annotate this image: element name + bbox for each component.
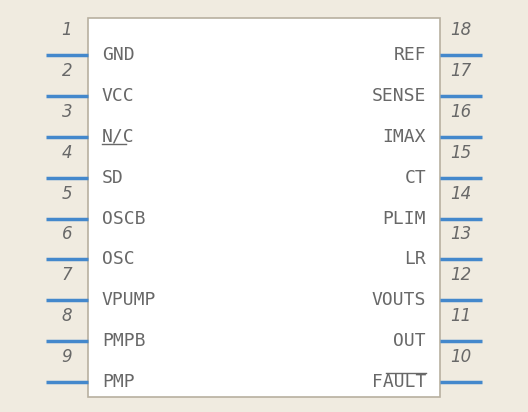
Text: 7: 7 [62,266,72,284]
Text: 6: 6 [62,225,72,243]
Text: 4: 4 [62,144,72,162]
Text: 15: 15 [450,144,472,162]
Text: PMP: PMP [102,373,135,391]
Text: VOUTS: VOUTS [372,291,426,309]
Text: 17: 17 [450,62,472,80]
Text: OSCB: OSCB [102,209,146,227]
Text: CT: CT [404,169,426,187]
Bar [88,18,440,397]
Text: SENSE: SENSE [372,87,426,105]
Text: N/C: N/C [102,128,135,146]
Text: FAULT: FAULT [372,373,426,391]
Text: VCC: VCC [102,87,135,105]
Text: PLIM: PLIM [382,209,426,227]
Text: SD: SD [102,169,124,187]
Text: 12: 12 [450,266,472,284]
Text: 11: 11 [450,307,472,325]
Text: REF: REF [393,46,426,64]
Text: GND: GND [102,46,135,64]
Text: 16: 16 [450,103,472,121]
Text: OSC: OSC [102,250,135,268]
Text: 1: 1 [62,21,72,39]
Text: 3: 3 [62,103,72,121]
Text: 14: 14 [450,185,472,203]
Text: OUT: OUT [393,332,426,350]
Text: 9: 9 [62,348,72,366]
Text: 8: 8 [62,307,72,325]
Text: 2: 2 [62,62,72,80]
Text: 13: 13 [450,225,472,243]
Text: 10: 10 [450,348,472,366]
Text: IMAX: IMAX [382,128,426,146]
Text: 5: 5 [62,185,72,203]
Text: 18: 18 [450,21,472,39]
Text: PMPB: PMPB [102,332,146,350]
Text: VPUMP: VPUMP [102,291,156,309]
Text: LR: LR [404,250,426,268]
